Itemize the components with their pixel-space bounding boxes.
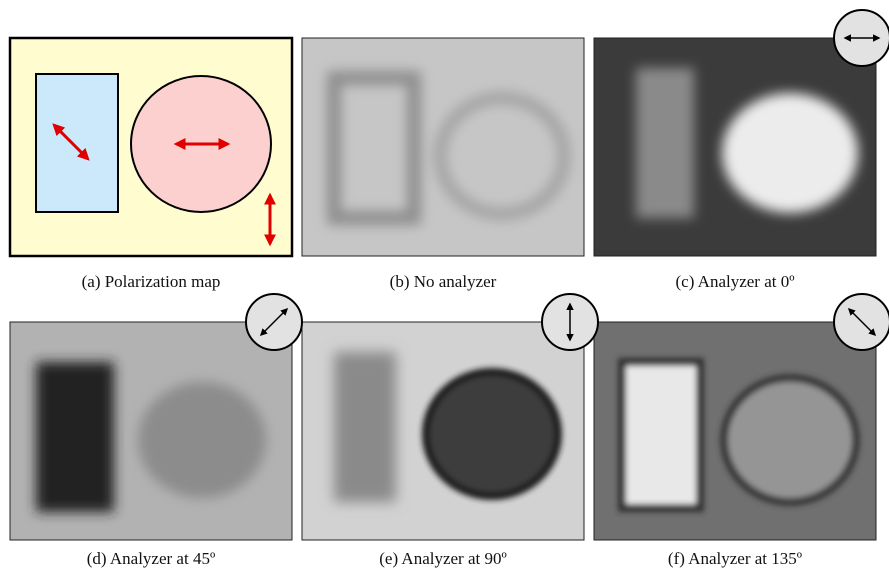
analyzer-90: [542, 294, 598, 350]
panel-e: [302, 322, 584, 540]
panel-b: [302, 38, 584, 256]
caption: (c) Analyzer at 0º: [675, 272, 794, 291]
figure: (a) Polarization map (b) No analyzer (c)…: [0, 0, 889, 576]
analyzer-0: [834, 10, 889, 66]
analyzer-45: [246, 294, 302, 350]
caption: (a) Polarization map: [82, 272, 221, 291]
caption: (e) Analyzer at 90º: [379, 549, 507, 568]
caption: (f) Analyzer at 135º: [668, 549, 802, 568]
panel-a: [10, 38, 292, 256]
panel-f: [594, 322, 876, 540]
panel-c: [594, 38, 876, 256]
panel-d: [10, 322, 292, 540]
caption: (d) Analyzer at 45º: [87, 549, 215, 568]
analyzer-135: [834, 294, 889, 350]
caption: (b) No analyzer: [390, 272, 497, 291]
